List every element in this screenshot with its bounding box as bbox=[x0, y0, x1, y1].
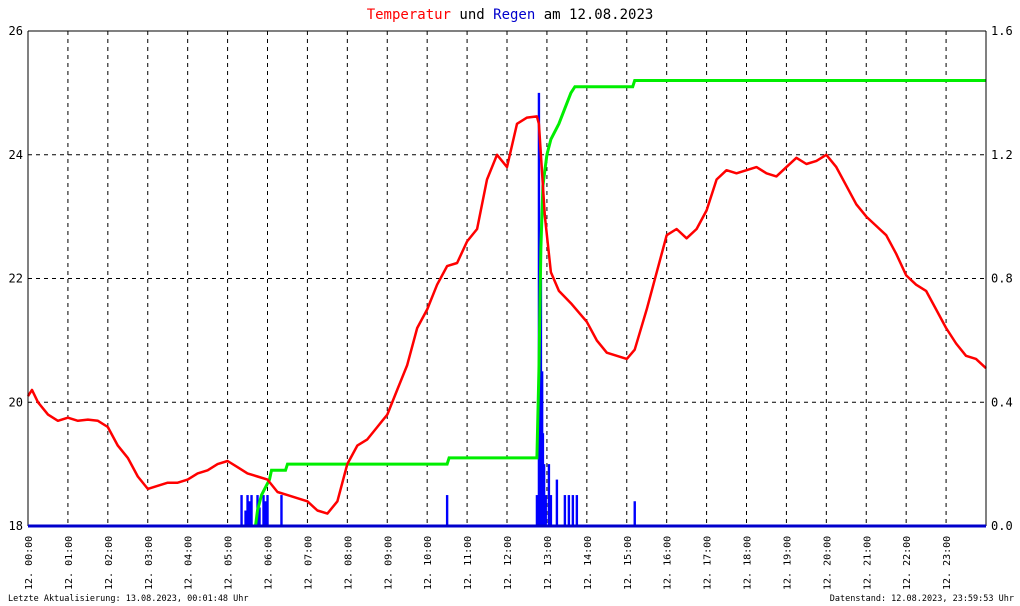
x-tick-label: 12. 09:00 bbox=[383, 536, 394, 590]
y-tick-label-right: 0.4 bbox=[991, 395, 1013, 409]
rain-bar bbox=[542, 464, 546, 526]
rain-cumulative-line bbox=[235, 79, 986, 528]
x-tick-label: 12. 22:00 bbox=[902, 536, 913, 590]
x-tick-label: 12. 10:00 bbox=[423, 536, 434, 590]
rain-bar bbox=[544, 495, 547, 526]
x-tick-label: 12. 20:00 bbox=[822, 536, 833, 590]
rain-bar bbox=[633, 501, 636, 526]
rain-bar bbox=[240, 495, 243, 526]
rain-bar bbox=[244, 510, 247, 526]
temperature-line bbox=[26, 115, 987, 515]
rain-bar bbox=[555, 479, 559, 526]
y-tick-label-left: 26 bbox=[9, 24, 23, 38]
x-tick-label: 12. 03:00 bbox=[144, 536, 155, 590]
rain-bar bbox=[549, 495, 553, 526]
rain-bar bbox=[264, 501, 267, 526]
rain-bar bbox=[266, 495, 269, 526]
rain-bar bbox=[258, 507, 261, 526]
y-tick-label-left: 18 bbox=[9, 519, 23, 533]
rain-bar bbox=[280, 495, 283, 526]
rain-bar bbox=[248, 501, 251, 526]
title-temperature: Temperatur bbox=[367, 7, 451, 23]
rain-cumulative-series bbox=[235, 79, 986, 528]
footer-data-state: Datenstand: 12.08.2023, 23:59:53 Uhr bbox=[830, 594, 1014, 604]
x-tick-label: 12. 14:00 bbox=[583, 536, 594, 590]
axes bbox=[27, 30, 987, 528]
x-tick-label: 12. 02:00 bbox=[104, 536, 115, 590]
x-tick-label: 12. 17:00 bbox=[703, 536, 714, 590]
y-tick-label-right: 1.2 bbox=[991, 148, 1013, 162]
rain-bar bbox=[250, 495, 253, 526]
y-tick-label-left: 22 bbox=[9, 272, 23, 286]
tick-labels: 18 20 22 24 26 0.0 0.4 0.8 1.2 1.6 12. 00:00 12. 01… bbox=[9, 24, 1013, 590]
x-tick-label: 12. 01:00 bbox=[64, 536, 75, 590]
x-tick-label: 12. 05:00 bbox=[224, 536, 235, 590]
rain-bar bbox=[262, 495, 265, 526]
x-tick-label: 12. 06:00 bbox=[264, 536, 275, 590]
x-tick-label: 12. 00:00 bbox=[24, 536, 35, 590]
rain-bar bbox=[535, 495, 539, 526]
rain-bar bbox=[571, 495, 575, 526]
x-tick-label: 12. 16:00 bbox=[663, 536, 674, 590]
x-tick-label: 12. 15:00 bbox=[623, 536, 634, 590]
x-tick-label: 12. 12:00 bbox=[503, 536, 514, 590]
rain-bar bbox=[563, 495, 567, 526]
rain-bar bbox=[445, 495, 449, 526]
x-tick-label: 12. 07:00 bbox=[303, 536, 314, 590]
y-tick-label-right: 0.8 bbox=[991, 272, 1013, 286]
x-tick-label: 12. 19:00 bbox=[782, 536, 793, 590]
chart-title: Temperatur und Regen am 12.08.2023 bbox=[367, 7, 654, 23]
x-tick-label: 12. 13:00 bbox=[543, 536, 554, 590]
y-tick-label-left: 24 bbox=[9, 148, 23, 162]
x-tick-label: 12. 08:00 bbox=[343, 536, 354, 590]
title-und: und bbox=[451, 7, 493, 23]
y-tick-label-left: 20 bbox=[9, 395, 23, 409]
x-tick-label: 12. 11:00 bbox=[463, 536, 474, 590]
x-tick-label: 12. 18:00 bbox=[743, 536, 754, 590]
title-regen: Regen bbox=[493, 7, 535, 23]
rain-bar bbox=[547, 464, 551, 526]
footer-last-update: Letzte Aktualisierung: 13.08.2023, 00:01… bbox=[8, 594, 249, 604]
rain-bar bbox=[246, 495, 249, 526]
x-tick-label: 12. 23:00 bbox=[942, 536, 953, 590]
x-tick-label: 12. 04:00 bbox=[184, 536, 195, 590]
grid bbox=[27, 30, 987, 527]
rain-bar bbox=[575, 495, 579, 526]
y-tick-label-right: 1.6 bbox=[991, 24, 1013, 38]
x-tick-label: 12. 21:00 bbox=[862, 536, 873, 590]
title-date: am 12.08.2023 bbox=[535, 7, 653, 23]
temperature-series bbox=[26, 115, 987, 515]
rain-bar bbox=[567, 495, 571, 526]
y-tick-label-right: 0.0 bbox=[991, 519, 1013, 533]
